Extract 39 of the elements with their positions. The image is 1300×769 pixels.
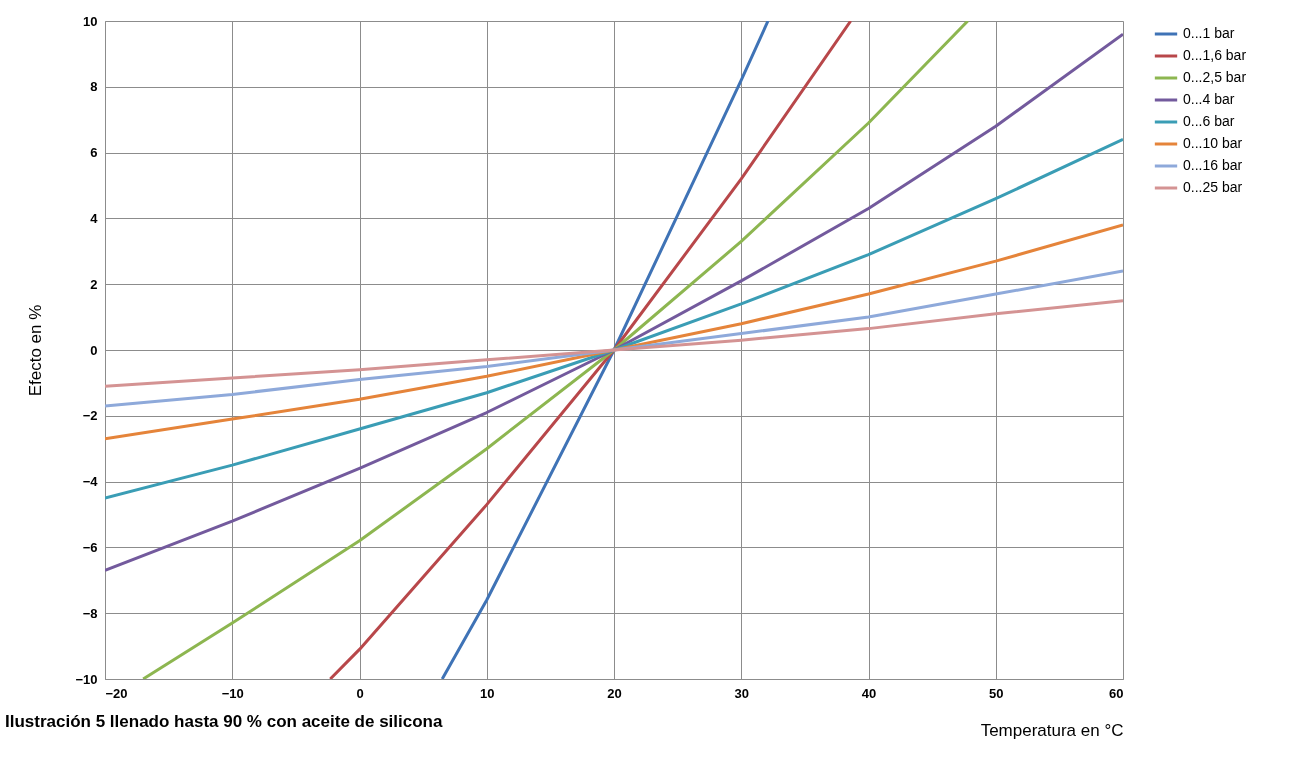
text: Ilustración 5 llenado hasta 90 % con aceite de silicona [5,712,443,731]
line-series [105,299,1123,388]
y-tick-label: −10 [75,671,98,687]
x-tick-label: −10 [221,685,244,701]
legend-label: 0...16 bar [1183,157,1243,173]
legend-label: 0...10 bar [1183,135,1243,151]
legend-label: 0...1 bar [1183,25,1235,41]
line-series [105,32,1123,572]
x-tick-label: 30 [734,685,749,701]
line-series [141,21,970,679]
x-tick-label: 50 [989,685,1004,701]
legend-label: 0...25 bar [1183,179,1243,195]
line-series [440,21,770,679]
line-series [105,137,1123,500]
legend-label: 0...4 bar [1183,91,1235,107]
legend-label: 0...2,5 bar [1183,69,1247,85]
y-axis-title: Efecto en % [26,304,46,397]
x-tick-label: 10 [480,685,495,701]
y-tick-label: 10 [83,13,98,29]
y-tick-label: 4 [90,210,99,226]
y-tick-label: 8 [90,79,98,95]
line-series [105,269,1123,408]
x-axis-title: Temperatura en °C [980,720,1124,740]
x-tick-label: 40 [861,685,877,701]
y-tick-label: −4 [82,474,99,490]
line-series [105,223,1123,441]
legend-label: 0...1,6 bar [1183,47,1247,63]
y-tick-label: −8 [82,605,98,621]
legend-label: 0...6 bar [1183,113,1235,129]
x-tick-label: 20 [607,685,622,701]
y-tick-label: −2 [82,408,98,424]
x-tick-label: −20 [105,685,128,701]
line-series [328,21,853,679]
y-tick-label: −6 [82,539,98,555]
y-tick-label: 2 [90,276,98,292]
x-tick-label: 0 [356,685,364,701]
x-tick-label: 60 [1109,685,1124,701]
y-tick-label: 0 [90,342,98,358]
y-tick-label: 6 [90,145,98,161]
